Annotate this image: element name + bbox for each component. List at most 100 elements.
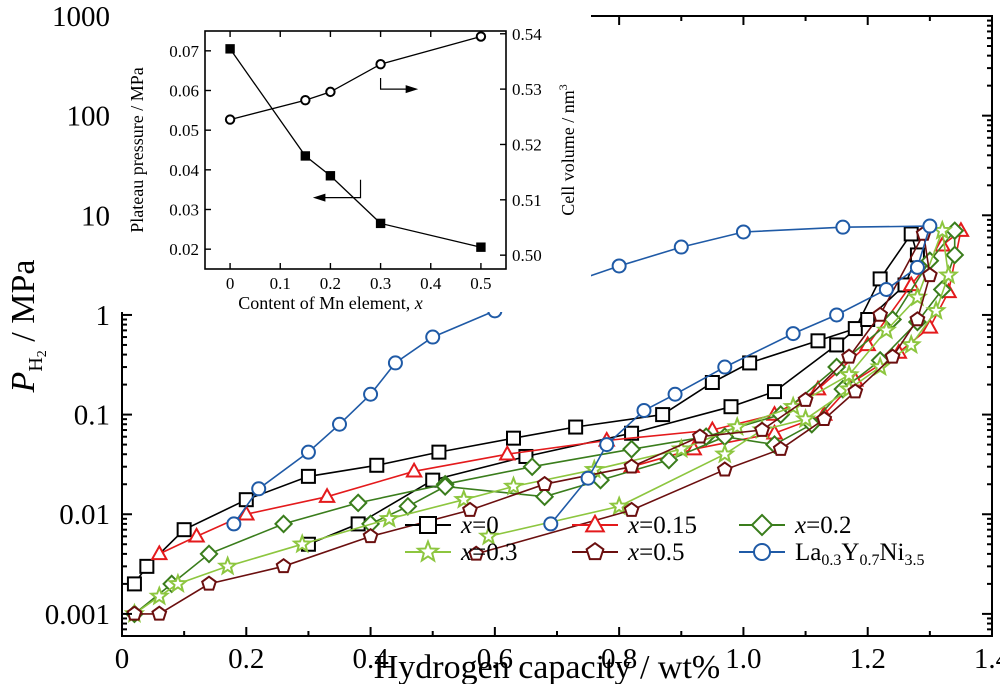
data-point [580,470,596,486]
inset-y-tick-label: 0.06 [169,82,199,101]
data-point [536,475,553,492]
data-point [176,522,192,538]
x-tick-label: 0.4 [352,643,389,675]
inset-frame [204,30,507,270]
data-point [611,258,627,274]
data-point [543,516,559,532]
data-point [300,444,316,460]
x-tick-label: 0.2 [228,643,264,675]
legend-label: La0.3Y0.7Ni3.5 [795,539,924,569]
legend-label: x=0.2 [794,512,851,539]
data-point [518,448,534,464]
data-point [622,439,642,459]
legend-item: La0.3Y0.7Ni3.5 [739,539,924,569]
data-point [387,355,403,371]
data-point [810,333,826,349]
data-point [878,282,894,298]
legend-marker [753,543,771,561]
legend-item: x=0.2 [739,512,851,539]
data-point [623,458,640,474]
inset-y-label: Plateau pressure / MPa [127,67,147,232]
x-tick-label: 1.0 [725,643,761,675]
legend-marker [585,541,605,561]
x-tick-label: 0 [115,643,130,675]
data-point [835,219,851,235]
data-point [767,384,782,400]
data-point [841,348,858,364]
data-point [431,444,447,460]
inset-x-tick-label: 0.4 [420,274,442,293]
absorption-line [133,230,944,615]
data-point [932,279,952,300]
data-point [903,226,919,242]
legend-item: x=0 [405,512,499,539]
data-point [126,576,142,592]
axis-arrows [312,78,419,202]
data-point [847,321,863,337]
inset-y2-tick-label: 0.50 [512,246,542,265]
data-point [226,516,242,532]
x-tick-label: 1.4 [974,643,1000,675]
inset-point [476,242,486,252]
left-axis-arrow [322,179,362,199]
data-point [869,355,891,377]
data-point [717,359,733,375]
legend: x=0 x=0.15 x=0.2 x=0.3 x=0.5 La0.3Y0.7Ni3.5 [405,512,924,569]
desorption-line [475,233,931,555]
legend-label: x=0.15 [627,512,697,539]
data-point [378,507,400,528]
data-point [274,514,294,534]
inset-point [325,86,336,98]
legend-marker [750,513,774,537]
data-point [636,402,652,418]
data-point [816,410,833,426]
data-point [659,450,679,470]
data-point [829,337,845,353]
inset-x-tick-label: 0.3 [370,274,391,293]
data-point [348,493,368,513]
series-La0-3Y0-7Ni3-5 [226,218,938,532]
legend-marker [419,516,437,534]
inset-y-tick-label: 0.03 [169,201,199,220]
data-point [535,487,555,507]
legend-label: x=0.3 [460,539,517,566]
inset-series-right [224,31,487,125]
data-point [673,239,689,255]
data-point [201,575,217,591]
data-point [754,421,771,437]
data-point [667,386,683,402]
y-tick-label: 0.01 [59,499,110,531]
data-point [462,501,478,517]
data-point [900,333,922,355]
y-tick-label: 1 [96,300,111,332]
x-tick-label: 1.2 [850,643,886,675]
data-point [922,218,938,234]
data-point [502,475,525,496]
data-point [583,458,606,479]
data-point [216,555,239,576]
x-axis-label: Hydrogen capacity / wt% [374,649,721,684]
legend-item: x=0.3 [405,538,517,566]
series-x-0-3 [123,219,960,624]
absorption-line [133,233,912,585]
inset-series-left [225,44,486,252]
data-point [829,307,845,323]
data-point [425,329,441,345]
legend-label: x=0.5 [627,539,684,566]
data-point [167,572,189,594]
data-point [332,416,347,432]
data-point [785,326,801,342]
inset-y2-tick-label: 0.54 [512,25,542,44]
data-point [742,355,758,371]
data-point [772,440,789,456]
x-tick-label: 0.6 [477,643,513,675]
data-point [735,224,751,240]
data-point [477,525,500,546]
data-point [506,430,521,446]
data-point [599,437,615,453]
data-point [906,286,929,307]
inset-point [375,59,386,70]
data-point [369,457,385,473]
